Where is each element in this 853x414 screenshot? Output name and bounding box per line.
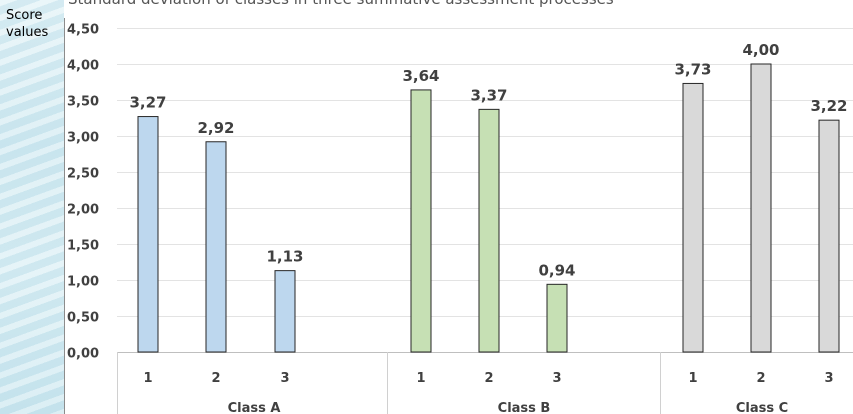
left-decorative-strip <box>0 0 64 414</box>
bar <box>546 283 568 353</box>
y-axis-label-line-2: values <box>6 25 49 40</box>
x-tick-label: 3 <box>280 371 289 386</box>
bar <box>205 141 227 353</box>
bar <box>274 270 296 353</box>
y-tick-label: 3,00 <box>67 131 99 146</box>
x-tick-label: 3 <box>824 371 833 386</box>
bar <box>750 63 772 353</box>
data-label: 3,64 <box>402 67 439 85</box>
group-label: Class B <box>498 401 551 414</box>
data-label: 4,00 <box>742 41 779 59</box>
y-tick-label: 3,50 <box>67 95 99 110</box>
y-tick-label: 0,50 <box>67 311 99 326</box>
data-label: 0,94 <box>538 261 575 279</box>
y-tick-label: 2,00 <box>67 203 99 218</box>
bar <box>478 108 500 353</box>
data-label: 3,22 <box>810 97 847 115</box>
data-label: 3,37 <box>470 86 507 104</box>
x-tick-label: 2 <box>484 371 493 386</box>
y-tick-label: 4,00 <box>67 59 99 74</box>
x-tick-label: 1 <box>143 371 152 386</box>
group-label: Class C <box>736 401 788 414</box>
bar <box>682 82 704 353</box>
x-tick-label: 2 <box>211 371 220 386</box>
group-label: Class A <box>228 401 281 414</box>
x-tick-label: 1 <box>688 371 697 386</box>
bar <box>137 116 159 353</box>
data-label: 2,92 <box>197 119 234 137</box>
y-tick-label: 2,50 <box>67 167 99 182</box>
data-label: 3,73 <box>674 60 711 78</box>
y-tick-label: 1,00 <box>67 275 99 290</box>
x-tick-label: 1 <box>416 371 425 386</box>
bar <box>410 89 432 353</box>
data-label: 1,13 <box>266 248 303 266</box>
y-axis-label-line-1: Score <box>6 8 43 23</box>
chart-title: Standard deviation of classes in three s… <box>68 0 614 8</box>
x-tick-label: 2 <box>756 371 765 386</box>
data-label: 3,27 <box>129 94 166 112</box>
y-tick-label: 0,00 <box>67 347 99 362</box>
y-tick-label: 4,50 <box>67 23 99 38</box>
bar <box>818 119 840 353</box>
chart-title-strip: Standard deviation of classes in three s… <box>64 0 853 11</box>
x-tick-label: 3 <box>552 371 561 386</box>
y-tick-label: 1,50 <box>67 239 99 254</box>
